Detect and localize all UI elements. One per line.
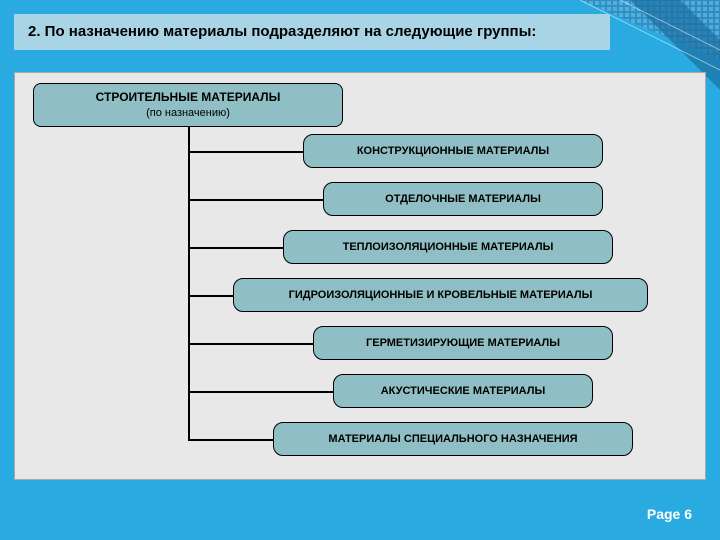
child-node: АКУСТИЧЕСКИЕ МАТЕРИАЛЫ xyxy=(333,374,593,408)
tree-connector xyxy=(188,391,333,393)
tree-row: МАТЕРИАЛЫ СПЕЦИАЛЬНОГО НАЗНАЧЕНИЯ xyxy=(33,415,687,463)
child-node: ГЕРМЕТИЗИРУЮЩИЕ МАТЕРИАЛЫ xyxy=(313,326,613,360)
tree-row: ТЕПЛОИЗОЛЯЦИОННЫЕ МАТЕРИАЛЫ xyxy=(33,223,687,271)
tree-row: ГИДРОИЗОЛЯЦИОННЫЕ И КРОВЕЛЬНЫЕ МАТЕРИАЛЫ xyxy=(33,271,687,319)
title-text: 2. По назначению материалы подразделяют … xyxy=(28,23,536,40)
tree-row: АКУСТИЧЕСКИЕ МАТЕРИАЛЫ xyxy=(33,367,687,415)
tree-connector xyxy=(188,295,233,297)
page-number-text: Page 6 xyxy=(647,506,692,522)
page-number: Page 6 xyxy=(647,506,692,522)
slide-background: 2. По назначению материалы подразделяют … xyxy=(0,0,720,540)
tree-connector xyxy=(188,151,303,153)
child-node: ТЕПЛОИЗОЛЯЦИОННЫЕ МАТЕРИАЛЫ xyxy=(283,230,613,264)
child-node: МАТЕРИАЛЫ СПЕЦИАЛЬНОГО НАЗНАЧЕНИЯ xyxy=(273,422,633,456)
child-node: ГИДРОИЗОЛЯЦИОННЫЕ И КРОВЕЛЬНЫЕ МАТЕРИАЛЫ xyxy=(233,278,648,312)
tree-connector xyxy=(188,343,313,345)
tree-row: КОНСТРУКЦИОННЫЕ МАТЕРИАЛЫ xyxy=(33,127,687,175)
root-subtitle: (по назначению) xyxy=(42,106,334,120)
diagram-panel: СТРОИТЕЛЬНЫЕ МАТЕРИАЛЫ (по назначению) К… xyxy=(14,72,706,480)
tree-connector xyxy=(188,247,283,249)
root-title: СТРОИТЕЛЬНЫЕ МАТЕРИАЛЫ xyxy=(42,90,334,106)
child-node: ОТДЕЛОЧНЫЕ МАТЕРИАЛЫ xyxy=(323,182,603,216)
tree-connector xyxy=(188,439,273,441)
tree-row: ОТДЕЛОЧНЫЕ МАТЕРИАЛЫ xyxy=(33,175,687,223)
tree-area: КОНСТРУКЦИОННЫЕ МАТЕРИАЛЫ ОТДЕЛОЧНЫЕ МАТЕ… xyxy=(33,127,687,463)
child-node: КОНСТРУКЦИОННЫЕ МАТЕРИАЛЫ xyxy=(303,134,603,168)
tree-connector xyxy=(188,199,323,201)
root-node: СТРОИТЕЛЬНЫЕ МАТЕРИАЛЫ (по назначению) xyxy=(33,83,343,127)
tree-row: ГЕРМЕТИЗИРУЮЩИЕ МАТЕРИАЛЫ xyxy=(33,319,687,367)
slide-title: 2. По назначению материалы подразделяют … xyxy=(14,14,610,50)
